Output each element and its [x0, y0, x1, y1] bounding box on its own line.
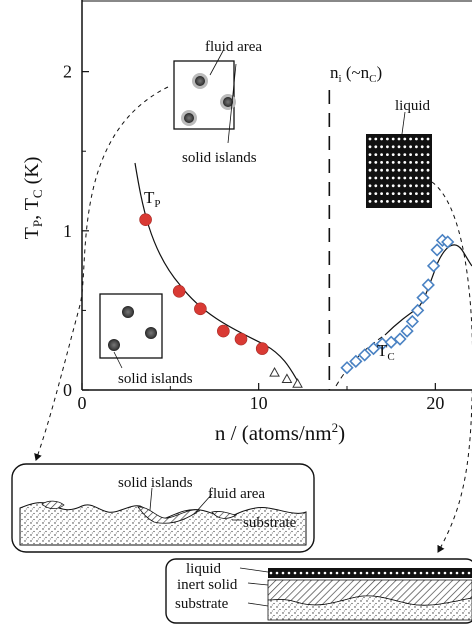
- triangle-data-point: [281, 373, 293, 383]
- inset-solid-islands-label-bottom: solid islands: [118, 371, 193, 387]
- y-tick-label: 1: [63, 221, 72, 241]
- tp-data-point: [194, 302, 207, 316]
- tp-data-point: [139, 213, 152, 226]
- inset-solid-islands-label-top: solid islands: [182, 150, 257, 166]
- leader-arrow-right: [431, 181, 472, 553]
- tc-low-dashed-curve: [335, 334, 386, 387]
- schematic-substrate-label-right: substrate: [175, 596, 229, 612]
- tc-data-point: [393, 332, 407, 346]
- tc-data-point: [421, 278, 435, 292]
- x-tick-label: 10: [250, 393, 268, 413]
- data-markers: [139, 213, 455, 388]
- tc-data-point: [358, 348, 372, 362]
- schematic-islands-substrate: solid islands fluid area substrate: [11, 463, 315, 553]
- schematic-inert-solid-label: inert solid: [177, 577, 238, 593]
- inset-solid-islands: solid islands: [99, 293, 193, 387]
- tc-trend-curve: [384, 244, 472, 336]
- tc-data-point: [405, 314, 419, 329]
- leader-arrow-left: [34, 86, 169, 461]
- tc-data-point: [340, 361, 354, 375]
- y-tick-label: 2: [63, 62, 72, 82]
- tp-series-label: TP: [144, 188, 161, 210]
- schematic-substrate-label: substrate: [243, 515, 297, 531]
- n-i-label: ni (~nC): [330, 63, 382, 85]
- tc-data-point: [426, 259, 441, 273]
- tc-data-point: [430, 243, 444, 257]
- x-axis-label: n / (atoms/nm2): [215, 420, 345, 445]
- tc-data-point: [441, 235, 455, 249]
- y-tick-label: 0: [63, 380, 72, 400]
- schematic-solid-islands-label: solid islands: [118, 475, 193, 491]
- tc-data-point: [411, 303, 425, 318]
- y-axis-label: TP, TC (K): [21, 157, 45, 240]
- inset-liquid-label: liquid: [395, 98, 431, 114]
- x-tick-label: 0: [78, 393, 87, 413]
- tp-data-point: [234, 332, 248, 346]
- tp-data-point: [172, 285, 186, 298]
- tc-data-point: [400, 324, 414, 338]
- tc-data-point: [416, 291, 430, 305]
- tc-data-point: [366, 341, 381, 356]
- inset-liquid: liquid: [366, 98, 432, 208]
- inset-fluid-area-label: fluid area: [205, 39, 262, 55]
- tp-data-point: [217, 324, 230, 338]
- schematic-fluid-area-label: fluid area: [208, 486, 265, 502]
- tc-data-point: [349, 354, 363, 368]
- schematic-liquid-label: liquid: [186, 561, 222, 577]
- axis-ticks: 0 10 20 0 1 2: [63, 62, 444, 413]
- tc-series-label: TC: [377, 341, 395, 363]
- inset-fluid-islands: fluid area solid islands: [173, 39, 262, 166]
- schematic-liquid-inert-solid: liquid inert solid substrate: [165, 558, 472, 624]
- tp-data-point: [255, 342, 269, 355]
- x-tick-label: 20: [426, 393, 444, 413]
- triangle-data-point: [292, 378, 303, 388]
- triangle-data-point: [269, 366, 280, 377]
